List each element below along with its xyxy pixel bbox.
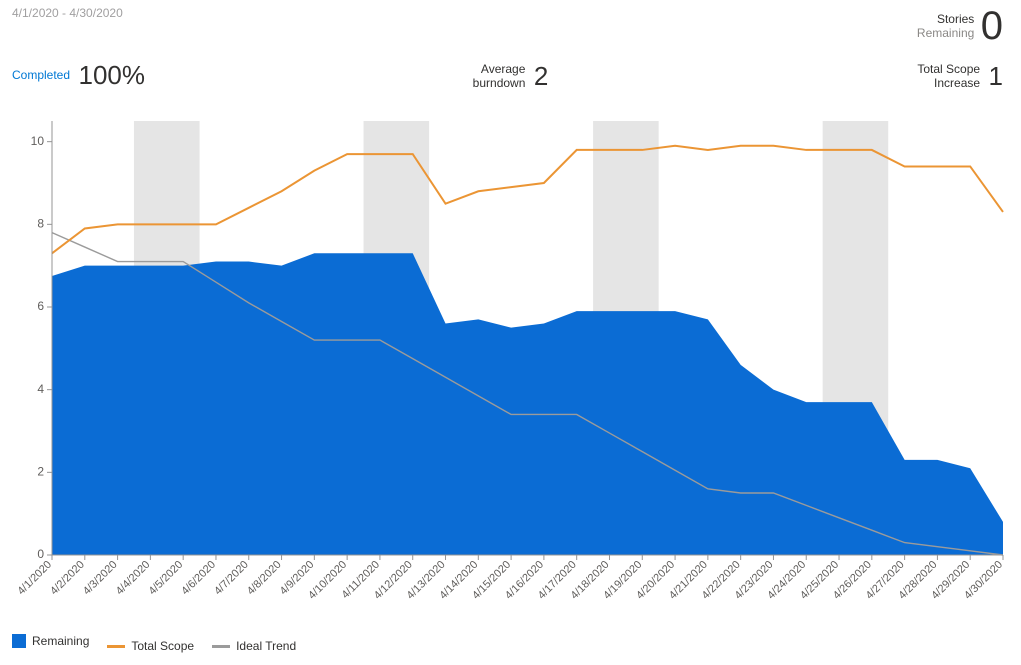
- svg-text:4/2/2020: 4/2/2020: [48, 559, 87, 598]
- svg-text:0: 0: [37, 547, 44, 561]
- date-range: 4/1/2020 - 4/30/2020: [12, 6, 1009, 20]
- svg-text:4/1/2020: 4/1/2020: [15, 559, 54, 598]
- stories-label-2: Remaining: [917, 26, 974, 40]
- svg-text:4/5/2020: 4/5/2020: [147, 559, 186, 598]
- scope-increase-value: 1: [989, 63, 1003, 89]
- scope-increase-label-2: Increase: [917, 76, 980, 90]
- svg-text:4/3/2020: 4/3/2020: [81, 559, 120, 598]
- svg-text:4/8/2020: 4/8/2020: [245, 559, 284, 598]
- avg-burndown-value: 2: [534, 63, 548, 89]
- completed-metric: Completed 100%: [12, 62, 145, 88]
- legend-swatch: [107, 645, 125, 648]
- stories-label-1: Stories: [917, 12, 974, 26]
- completed-label: Completed: [12, 68, 70, 82]
- svg-text:10: 10: [31, 134, 45, 148]
- svg-text:6: 6: [37, 299, 44, 313]
- svg-text:8: 8: [37, 217, 44, 231]
- avg-burndown-metric: Average burndown 2: [473, 62, 549, 90]
- completed-value: 100%: [78, 62, 145, 88]
- scope-increase-label-1: Total Scope: [917, 62, 980, 76]
- stories-remaining-value: 0: [981, 6, 1003, 46]
- legend-item-ideal_trend: Ideal Trend: [212, 639, 296, 653]
- chart-legend: Remaining Total Scope Ideal Trend: [12, 634, 314, 654]
- avg-burndown-label-1: Average: [473, 62, 526, 76]
- svg-text:4/6/2020: 4/6/2020: [179, 559, 218, 598]
- legend-swatch: [212, 645, 230, 648]
- svg-text:2: 2: [37, 465, 44, 479]
- stories-remaining-metric: Stories Remaining 0: [917, 6, 1003, 46]
- legend-swatch: [12, 634, 26, 648]
- svg-text:4: 4: [37, 382, 44, 396]
- metrics-row: Completed 100% Average burndown 2 Total …: [12, 62, 1009, 102]
- legend-item-remaining: Remaining: [12, 634, 89, 648]
- legend-label: Ideal Trend: [236, 639, 296, 653]
- avg-burndown-label-2: burndown: [473, 76, 526, 90]
- legend-item-total_scope: Total Scope: [107, 639, 194, 653]
- svg-text:4/4/2020: 4/4/2020: [114, 559, 153, 598]
- scope-increase-metric: Total Scope Increase 1: [917, 62, 1003, 90]
- legend-label: Remaining: [32, 634, 89, 648]
- burndown-chart: 02468104/1/20204/2/20204/3/20204/4/20204…: [12, 115, 1009, 613]
- chart-svg: 02468104/1/20204/2/20204/3/20204/4/20204…: [12, 115, 1009, 613]
- legend-label: Total Scope: [131, 639, 194, 653]
- svg-text:4/7/2020: 4/7/2020: [212, 559, 251, 598]
